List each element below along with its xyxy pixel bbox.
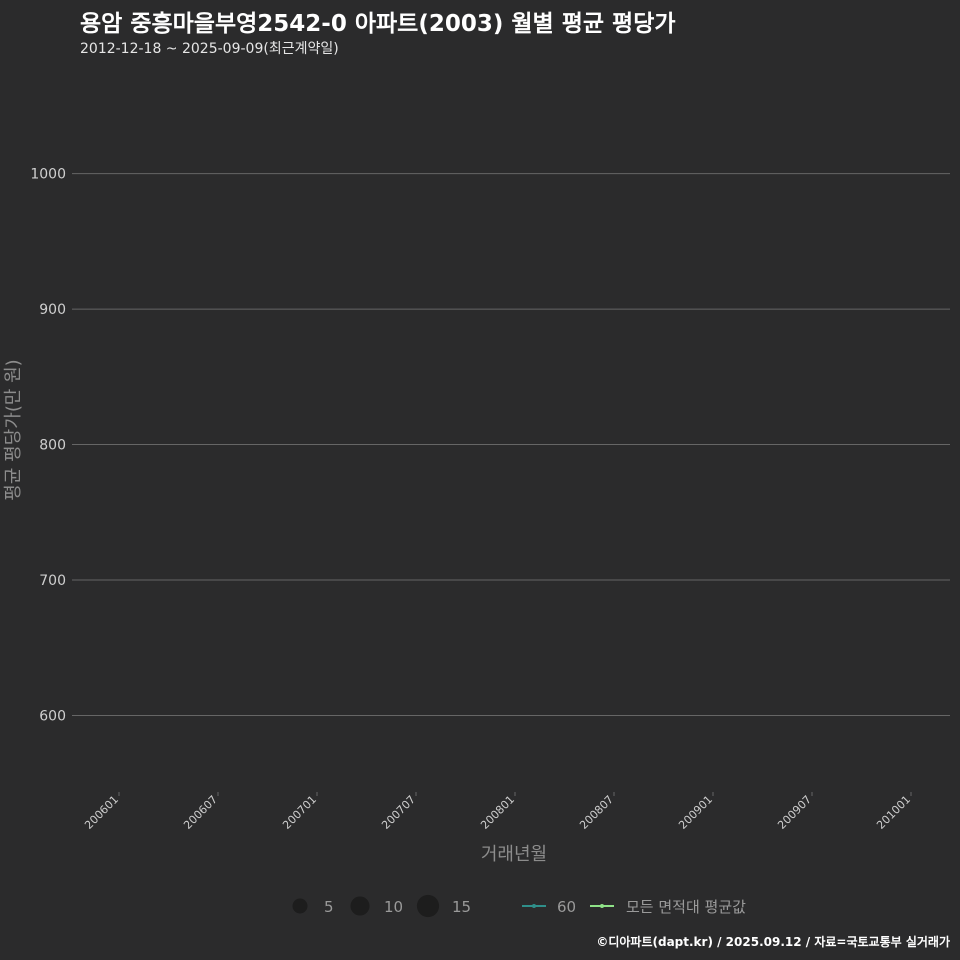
chart-subtitle: 2012-12-18 ~ 2025-09-09(최근계약일)	[80, 41, 339, 57]
x-tick-label: 200707	[379, 793, 418, 832]
x-tick-labels: 200601 200607 200701 200707 200801 200807 2009…	[82, 792, 913, 832]
x-tick-label: 200601	[82, 793, 121, 832]
legend-size-swatch	[416, 894, 440, 918]
grid-lines	[72, 173, 950, 716]
y-tick-label: 700	[39, 573, 66, 589]
x-tick-label: 200807	[577, 793, 616, 832]
legend-size-swatch	[350, 896, 370, 916]
legend-size-label: 10	[384, 898, 403, 916]
x-tick-label: 201001	[874, 793, 913, 832]
legend-avg-label: 모든 면적대 평균값	[626, 898, 746, 916]
y-tick-labels: 600 700 800 900 1000	[30, 167, 66, 725]
x-tick-label: 200907	[775, 793, 814, 832]
y-axis-label: 평균 평당가(만 원)	[3, 359, 24, 500]
legend-series-label: 60	[557, 898, 576, 916]
legend-avg-dot	[600, 904, 604, 908]
footer-credit: ©디아파트(dapt.kr) / 2025.09.12 / 자료=국토교통부 실…	[596, 935, 950, 949]
y-tick-label: 800	[39, 438, 66, 454]
x-tick-label: 200801	[478, 793, 517, 832]
legend-series-dot	[532, 904, 536, 908]
y-tick-label: 900	[39, 302, 66, 318]
x-tick-label: 200901	[676, 793, 715, 832]
x-tick-label: 200607	[181, 793, 220, 832]
x-tick-label: 200701	[280, 793, 319, 832]
legend-size-label: 15	[452, 898, 471, 916]
legend-size-label: 5	[324, 898, 334, 916]
y-tick-label: 600	[39, 708, 66, 724]
chart-title: 용암 중흥마을부영2542-0 아파트(2003) 월별 평균 평당가	[80, 11, 676, 37]
x-axis-label: 거래년월	[481, 844, 547, 865]
legend: 5 10 15 60 모든 면적대 평균값	[292, 894, 746, 918]
y-tick-label: 1000	[30, 167, 66, 183]
legend-size-swatch	[292, 898, 308, 914]
